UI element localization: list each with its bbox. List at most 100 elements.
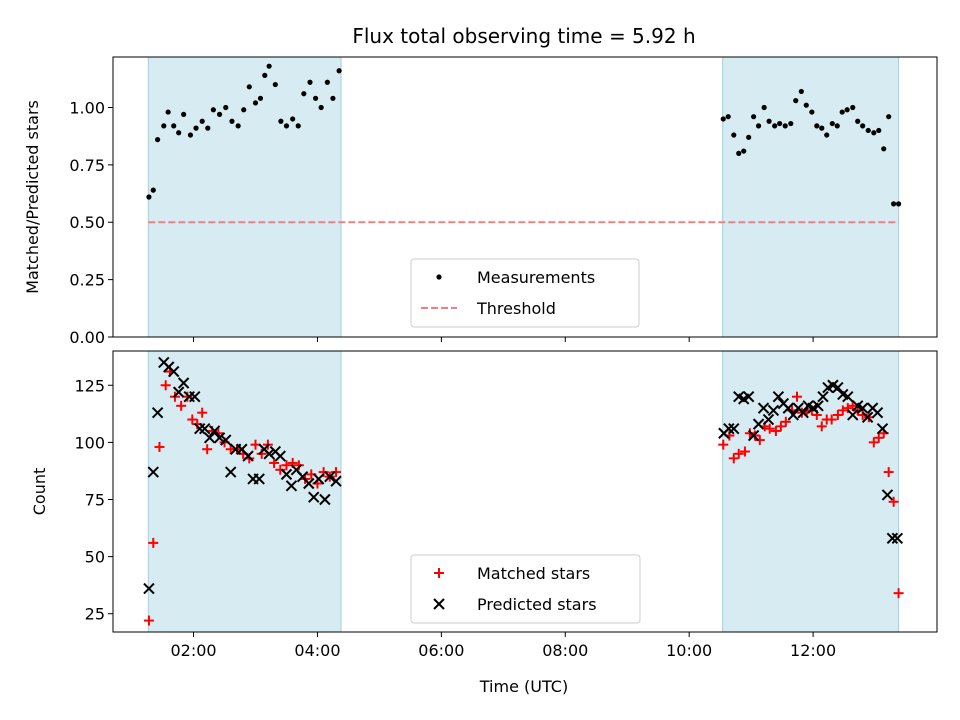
data-point	[741, 148, 747, 154]
y-tick-label: 0.25	[69, 271, 105, 290]
y-tick-label: 25	[85, 605, 105, 624]
data-point	[736, 150, 742, 156]
data-point-matched	[868, 437, 879, 448]
data-point-predicted	[213, 432, 226, 444]
x-tick-label: 08:00	[542, 641, 588, 660]
data-point	[850, 104, 856, 111]
data-point-predicted	[151, 406, 164, 419]
data-point-predicted	[886, 532, 899, 545]
legend-marker	[436, 274, 442, 280]
chart-title: Flux total observing time = 5.92 h	[352, 24, 695, 48]
data-point-matched	[281, 460, 292, 471]
data-point-predicted	[330, 475, 342, 487]
data-point	[834, 123, 840, 129]
data-point-matched	[847, 400, 858, 411]
data-point	[720, 116, 726, 122]
data-point-matched	[269, 457, 280, 468]
data-point	[793, 98, 799, 104]
legend: Matched stars Predicted stars	[410, 554, 641, 624]
data-point-matched	[187, 414, 198, 425]
data-point-matched	[826, 414, 837, 425]
data-point	[814, 123, 820, 129]
data-point-predicted	[303, 477, 315, 490]
data-point-matched	[148, 537, 159, 548]
data-point	[782, 123, 788, 129]
data-point-predicted	[871, 406, 884, 419]
data-point	[290, 116, 296, 122]
data-point-predicted	[177, 377, 190, 389]
data-point-matched	[318, 467, 329, 478]
data-point-predicted	[876, 422, 889, 435]
data-point-matched	[275, 464, 286, 475]
legend-label: Matched stars	[477, 564, 590, 583]
data-point-matched	[176, 400, 187, 411]
data-point	[891, 201, 897, 207]
data-point-predicted	[856, 402, 869, 414]
data-point-matched	[160, 380, 171, 391]
data-point	[301, 91, 307, 97]
data-point	[307, 79, 313, 85]
data-point-predicted	[812, 400, 824, 412]
data-point	[171, 123, 177, 129]
observing-interval-2	[722, 350, 900, 633]
observing-interval-1	[147, 56, 342, 338]
data-point-matched	[842, 403, 853, 414]
data-point-predicted	[308, 491, 320, 503]
data-point-predicted	[752, 418, 765, 430]
y-tick-label: 125	[74, 376, 105, 395]
legend-marker	[434, 568, 444, 578]
data-point	[246, 84, 252, 90]
data-point	[272, 81, 278, 88]
data-point	[803, 102, 809, 108]
data-point-predicted	[189, 390, 201, 403]
data-point	[330, 95, 336, 101]
y-axis-label: Count	[30, 468, 49, 516]
data-point-predicted	[242, 450, 254, 462]
data-point-matched	[754, 435, 765, 446]
data-point	[772, 123, 778, 129]
data-point	[318, 104, 324, 111]
data-point-matched	[154, 441, 165, 452]
data-point	[150, 187, 156, 193]
data-point-predicted	[143, 582, 155, 595]
legend-label: Measurements	[477, 268, 595, 287]
data-point-predicted	[280, 468, 293, 481]
data-point	[809, 109, 815, 115]
data-point-predicted	[220, 434, 232, 446]
data-point	[252, 100, 259, 106]
data-point-matched	[791, 391, 802, 402]
series-measurements	[146, 63, 902, 207]
data-point	[205, 125, 211, 131]
data-point-predicted	[767, 404, 780, 417]
data-point	[855, 118, 861, 124]
data-point	[819, 125, 825, 131]
data-point	[262, 72, 268, 78]
data-point-predicted	[274, 450, 286, 462]
axes-frame	[112, 350, 938, 633]
y-tick-label: 1.00	[69, 98, 105, 117]
observing-interval-1	[147, 350, 342, 633]
y-tick-label: 75	[85, 490, 105, 509]
data-point-predicted	[891, 532, 904, 545]
data-point	[865, 127, 871, 134]
data-point	[761, 104, 767, 111]
x-tick-label: 12:00	[790, 641, 836, 660]
data-point	[235, 123, 241, 129]
data-point	[755, 123, 762, 129]
x-tick-label: 10:00	[666, 641, 712, 660]
data-point	[257, 95, 264, 101]
data-point-matched	[888, 496, 899, 507]
data-point	[155, 137, 161, 143]
data-point	[876, 127, 882, 134]
data-point-predicted	[728, 422, 740, 435]
data-point-predicted	[324, 470, 336, 483]
data-point-matched	[816, 421, 827, 432]
data-point-predicted	[312, 473, 325, 485]
data-point-matched	[202, 444, 213, 455]
data-point-matched	[832, 409, 843, 420]
data-point	[229, 118, 235, 124]
data-point-matched	[744, 428, 755, 439]
data-point	[165, 109, 171, 115]
data-point-predicted	[772, 390, 785, 403]
